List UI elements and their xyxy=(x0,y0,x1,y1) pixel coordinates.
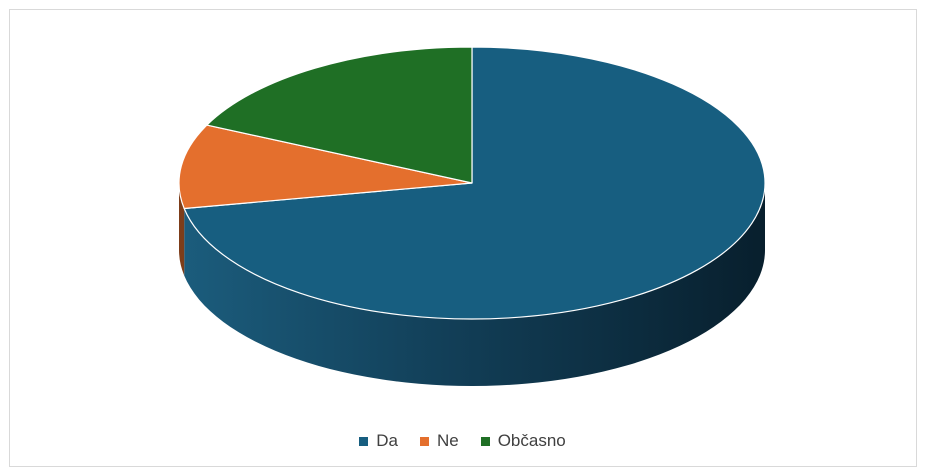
legend-swatch-ne xyxy=(419,436,429,446)
legend-item-obcasno: Občasno xyxy=(480,431,566,451)
pie-slice-da xyxy=(183,46,766,320)
legend-swatch-da xyxy=(359,436,369,446)
legend-label-ne: Ne xyxy=(436,431,459,450)
legend-label-obcasno: Občasno xyxy=(497,431,566,450)
legend: Da Ne Občasno xyxy=(0,428,925,454)
pie-slices xyxy=(178,46,766,320)
pie-slice-ne xyxy=(178,124,473,210)
legend-label-da: Da xyxy=(376,431,398,450)
pie-slice-obcasno xyxy=(206,46,473,184)
legend-item-ne: Ne xyxy=(419,431,459,451)
legend-item-da: Da xyxy=(359,431,398,451)
legend-swatch-obcasno xyxy=(480,436,490,446)
pie-side-da xyxy=(184,183,766,386)
